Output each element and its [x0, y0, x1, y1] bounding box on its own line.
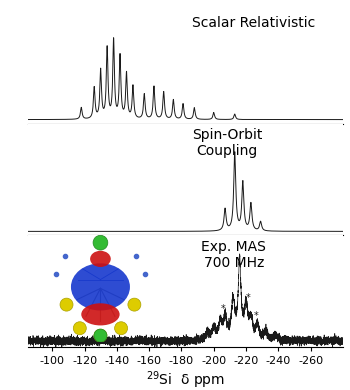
Text: Exp. MAS
700 MHz: Exp. MAS 700 MHz — [201, 240, 266, 270]
X-axis label: $^{29}$Si  δ ppm: $^{29}$Si δ ppm — [146, 369, 225, 390]
Text: Scalar Relativistic: Scalar Relativistic — [192, 16, 315, 30]
Text: *: * — [245, 292, 250, 303]
Text: Spin-Orbit
Coupling: Spin-Orbit Coupling — [192, 128, 262, 158]
Text: *: * — [253, 311, 258, 321]
Text: *: * — [221, 304, 226, 314]
